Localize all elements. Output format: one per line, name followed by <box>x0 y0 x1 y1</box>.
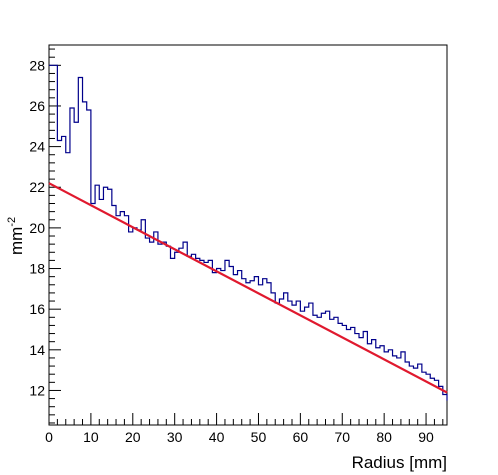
y-tick-label: 22 <box>29 179 45 195</box>
x-tick-label: 30 <box>167 429 183 445</box>
y-tick-labels: 12 14 16 18 20 22 24 26 28 <box>29 57 45 398</box>
x-tick-label: 20 <box>125 429 141 445</box>
histogram-series <box>49 64 448 401</box>
x-tick-label: 70 <box>334 429 350 445</box>
y-tick-label: 14 <box>29 342 45 358</box>
x-axis-title: Radius [mm] <box>352 453 447 472</box>
y-tick-label: 24 <box>29 139 45 155</box>
x-tick-label: 90 <box>418 429 434 445</box>
plot-frame <box>48 44 448 426</box>
x-tick-label: 50 <box>251 429 267 445</box>
x-tick-label: 80 <box>376 429 392 445</box>
x-tick-labels: 0 10 20 30 40 50 60 70 80 90 <box>45 429 434 445</box>
linear-fit-line <box>48 182 448 394</box>
y-tick-label: 16 <box>29 301 45 317</box>
x-tick-label: 40 <box>209 429 225 445</box>
y-tick-label: 26 <box>29 98 45 114</box>
y-axis-title-exponent: -2 <box>6 217 18 227</box>
y-axis-title-base: mm <box>7 227 26 255</box>
x-tick-label: 60 <box>293 429 309 445</box>
y-tick-label: 12 <box>29 382 45 398</box>
y-tick-label: 20 <box>29 220 45 236</box>
y-tick-label: 28 <box>29 57 45 73</box>
y-tick-label: 18 <box>29 261 45 277</box>
x-tick-label: 10 <box>83 429 99 445</box>
tick-marks <box>48 48 444 425</box>
y-axis-title: mm-2 <box>6 217 26 255</box>
x-tick-label: 0 <box>45 429 53 445</box>
